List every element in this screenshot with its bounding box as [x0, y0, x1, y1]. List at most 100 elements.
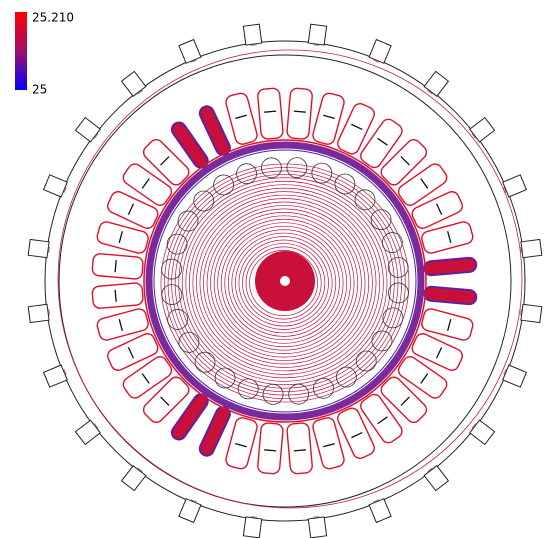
stator-slot: [360, 393, 403, 444]
fin: [27, 303, 50, 324]
slot-outline: [337, 103, 375, 155]
slot-outline: [360, 118, 403, 169]
housing-fin: [469, 116, 496, 143]
fin-mark: [313, 44, 320, 46]
stator-slot: [337, 103, 375, 155]
contour: [227, 229, 340, 337]
slot-outline: [411, 191, 463, 229]
slot-divider: [235, 114, 247, 119]
slot-divider: [118, 231, 123, 243]
housing-fin: [74, 419, 101, 446]
slot-outline: [257, 422, 284, 475]
slot-divider: [323, 114, 335, 119]
fin: [307, 516, 328, 538]
slot-divider: [264, 110, 277, 113]
fin-mark: [520, 309, 522, 316]
housing-fin: [368, 38, 392, 64]
stator-slot: [380, 138, 428, 186]
hot-slot: [423, 256, 478, 277]
slot-divider: [160, 156, 170, 166]
contour: [192, 194, 377, 372]
fin-mark: [373, 499, 380, 503]
rotor-bar: [213, 174, 235, 196]
rotor-bar: [354, 189, 376, 211]
rotor-bar: [161, 284, 183, 306]
rotor-bar: [286, 157, 308, 179]
rotor-bar: [335, 366, 357, 388]
fin: [120, 70, 147, 97]
contour: [206, 208, 362, 358]
stator-slot: [421, 308, 474, 341]
slot-divider: [323, 443, 335, 448]
fin: [74, 419, 101, 446]
slot-outline: [397, 356, 448, 399]
slot-outline: [96, 221, 149, 254]
slot-outline: [286, 87, 313, 140]
housing-fin: [502, 174, 528, 198]
slot-divider: [447, 231, 452, 243]
slot-outline: [397, 163, 448, 206]
fin: [120, 465, 147, 492]
housing-fin: [120, 70, 147, 97]
fin-mark: [63, 186, 67, 193]
rotor-bar: [370, 209, 392, 231]
housing-fin: [178, 38, 202, 64]
slot-divider: [141, 373, 150, 384]
slot-outline: [91, 282, 144, 309]
colorbar-min: 25: [32, 83, 47, 97]
slot-divider: [114, 289, 117, 302]
stator-slot: [170, 121, 209, 169]
contour: [238, 239, 329, 327]
fin-mark: [190, 59, 197, 63]
fin: [42, 364, 68, 388]
stator-slot: [142, 138, 190, 186]
slot-outline: [107, 333, 159, 371]
stator-slot: [257, 422, 284, 475]
fin: [178, 38, 202, 64]
housing-fin: [178, 498, 202, 524]
fin-mark: [250, 516, 257, 518]
housing-fin: [27, 238, 50, 259]
rotor-bar: [161, 258, 183, 280]
housing-fin: [520, 303, 543, 324]
housing-fin: [307, 516, 328, 538]
stator-slot: [421, 221, 474, 254]
slot-divider: [160, 396, 170, 406]
housing-fin: [502, 364, 528, 388]
housing-fin: [242, 23, 263, 46]
slot-outline: [257, 87, 284, 140]
slot-divider: [377, 416, 388, 425]
slot-outline: [122, 356, 173, 399]
rotor-bar: [193, 190, 215, 212]
stator-slot: [122, 356, 173, 399]
stator-slot: [312, 417, 345, 470]
fin: [368, 498, 392, 524]
slot-outline: [122, 163, 173, 206]
fin-mark: [520, 246, 522, 253]
rotor-bar: [236, 163, 257, 185]
contour: [196, 198, 373, 368]
fin: [520, 238, 543, 259]
housing-outer: [44, 40, 526, 522]
contour: [242, 243, 326, 323]
stator-slot: [142, 376, 190, 424]
slot-outline: [96, 308, 149, 341]
stator-slot: [225, 417, 258, 470]
stator-slot: [397, 163, 448, 206]
slot-divider: [127, 347, 135, 359]
hot-slot: [198, 105, 231, 156]
fin-mark: [313, 516, 320, 518]
rotor-bar: [387, 282, 409, 304]
slot-divider: [377, 137, 388, 146]
housing-fin: [242, 516, 263, 538]
rotor-bar: [214, 367, 236, 389]
stator-slot: [198, 105, 231, 156]
contour: [167, 170, 403, 396]
rotor-bar: [355, 350, 377, 372]
contour: [213, 215, 355, 351]
slot-divider: [127, 203, 135, 215]
slot-outline: [312, 417, 345, 470]
fin-mark: [48, 246, 50, 253]
slot-outline: [360, 393, 403, 444]
slot-outline: [421, 308, 474, 341]
